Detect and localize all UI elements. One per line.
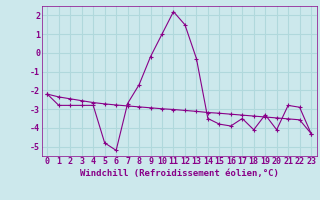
X-axis label: Windchill (Refroidissement éolien,°C): Windchill (Refroidissement éolien,°C) [80,169,279,178]
